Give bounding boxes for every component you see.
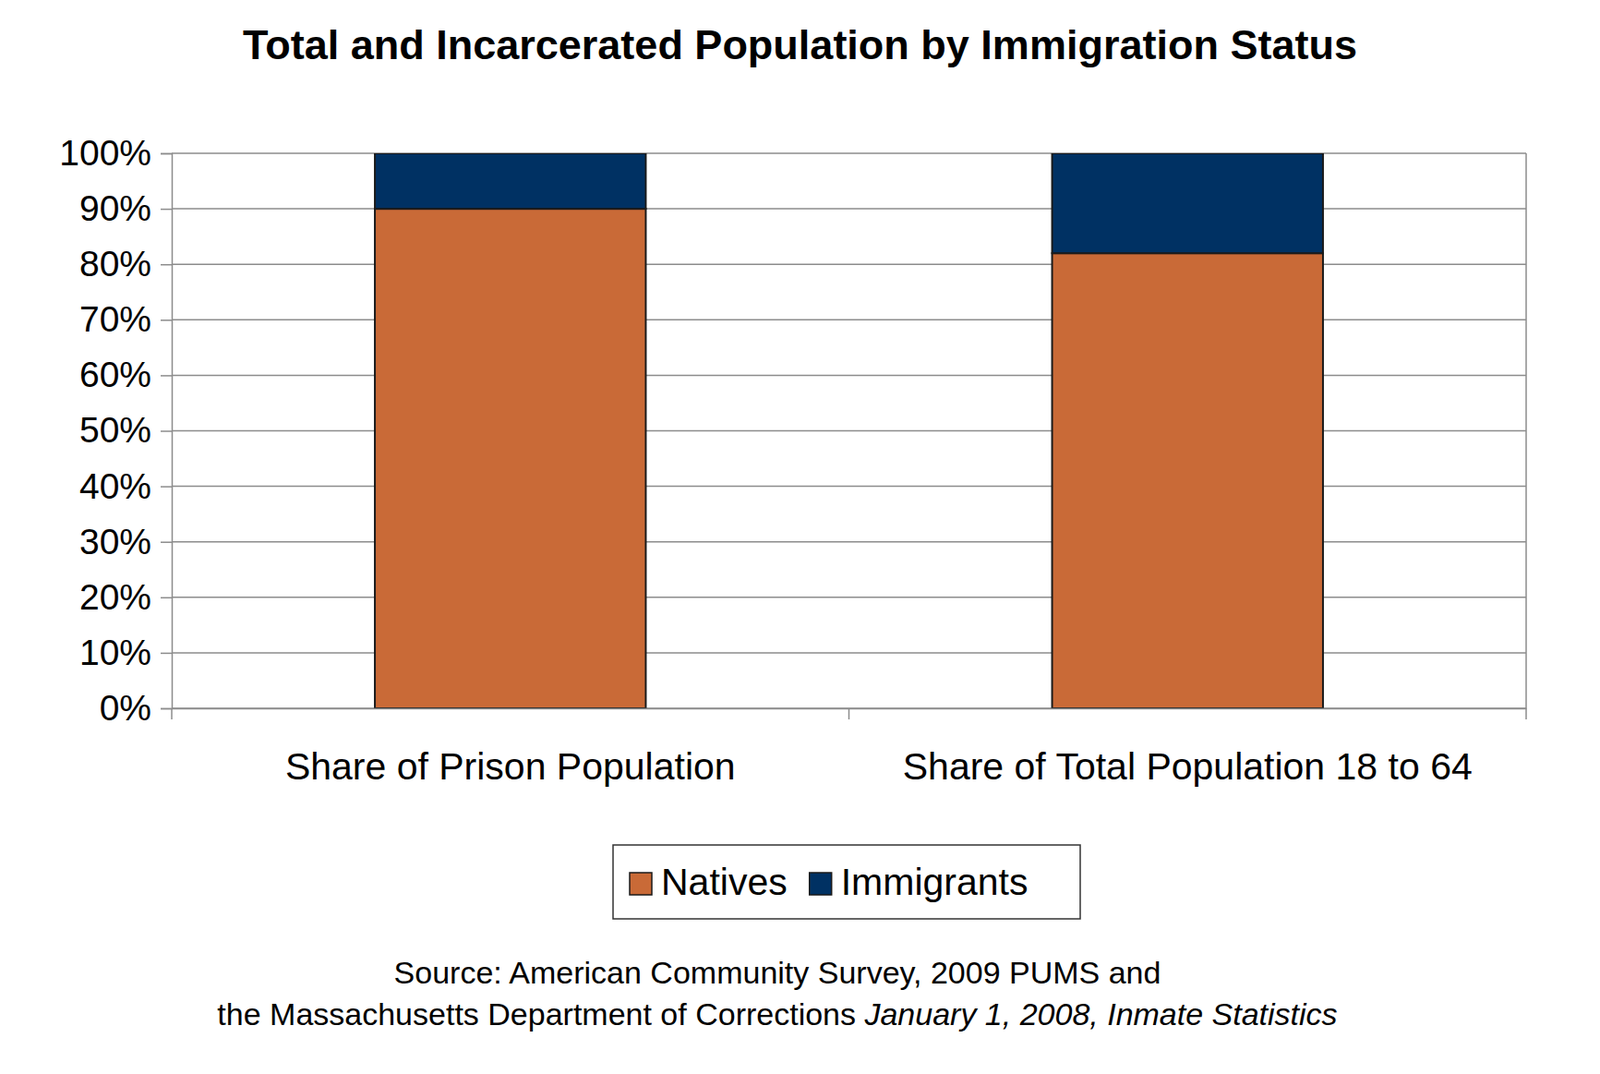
x-separators	[171, 708, 1527, 720]
tick: 30%	[79, 521, 172, 562]
tick-mark	[160, 652, 172, 655]
tick: Share of Prison Population	[285, 708, 736, 788]
tick: 100%	[59, 132, 172, 173]
tick-label: Share of Total Population 18 to 64	[902, 745, 1473, 788]
tick-label: 50%	[79, 409, 152, 450]
series	[374, 153, 1324, 253]
tick-label: 40%	[79, 466, 152, 506]
tick-label: 80%	[79, 243, 152, 284]
legend-swatch	[809, 872, 832, 895]
x-axis: Share of Prison Population Share of Total…	[172, 708, 1528, 788]
bar	[374, 153, 646, 209]
tick-mark	[160, 319, 172, 322]
legend-box	[613, 844, 1081, 919]
band-separator	[848, 708, 851, 720]
tick-label: Share of Prison Population	[285, 745, 736, 788]
axis-line	[160, 154, 173, 710]
source: the Massachusetts Department of Correcti…	[216, 996, 1337, 1032]
series	[374, 208, 1324, 709]
tick: 20%	[79, 577, 172, 617]
tick-mark	[160, 153, 172, 156]
chart: Total and Incarcerated Population by Imm…	[0, 0, 1600, 1074]
tick-label: 60%	[79, 354, 152, 395]
title: Total and Incarcerated Population by Imm…	[242, 21, 1358, 69]
bar	[1052, 252, 1324, 709]
tick-mark	[160, 708, 172, 710]
legend: Natives Immigrants	[613, 844, 1081, 919]
tick-mark	[160, 485, 172, 488]
background	[0, 0, 1600, 1074]
tick-label: 100%	[59, 132, 152, 173]
tick-label: 30%	[79, 521, 152, 562]
tick: 70%	[79, 299, 172, 339]
tick: 10%	[79, 632, 172, 673]
tick-label: 0%	[99, 687, 152, 728]
tick-label: 10%	[79, 632, 152, 673]
tick: 50%	[79, 409, 172, 450]
y-axis: 0% 10% 20% 30% 40% 50% 60% 70% 80% 90% 100%	[59, 132, 172, 728]
tick-label: 20%	[79, 577, 152, 617]
tick: Share of Total Population 18 to 64	[902, 708, 1473, 788]
band-separator	[1525, 708, 1528, 720]
tick-mark	[160, 374, 172, 377]
tick-label: 70%	[79, 299, 152, 339]
tick: 0%	[99, 687, 172, 728]
source: Source: American Community Survey, 2009 …	[394, 954, 1162, 990]
legend-label: Natives	[661, 860, 788, 903]
tick-mark	[160, 541, 172, 543]
source-part: January 1, 2008, Inmate Statistics	[863, 996, 1337, 1032]
tick: 90%	[79, 188, 172, 229]
tick-label: 90%	[79, 188, 152, 229]
legend-swatch	[629, 872, 652, 895]
legend-label: Immigrants	[841, 860, 1029, 903]
bars	[374, 153, 1324, 709]
tick-mark	[160, 430, 172, 433]
grid	[171, 153, 1527, 709]
tick: 40%	[79, 466, 172, 506]
tick: 60%	[79, 354, 172, 395]
bar	[374, 208, 646, 709]
source-part: the Massachusetts Department of Correcti…	[216, 996, 865, 1032]
bar	[1052, 153, 1324, 253]
tick: 80%	[79, 243, 172, 284]
plot-frame	[1525, 153, 1528, 709]
tick-mark	[160, 208, 172, 211]
band-separator	[170, 708, 173, 720]
tick-mark	[160, 597, 172, 600]
tick-mark	[160, 264, 172, 266]
